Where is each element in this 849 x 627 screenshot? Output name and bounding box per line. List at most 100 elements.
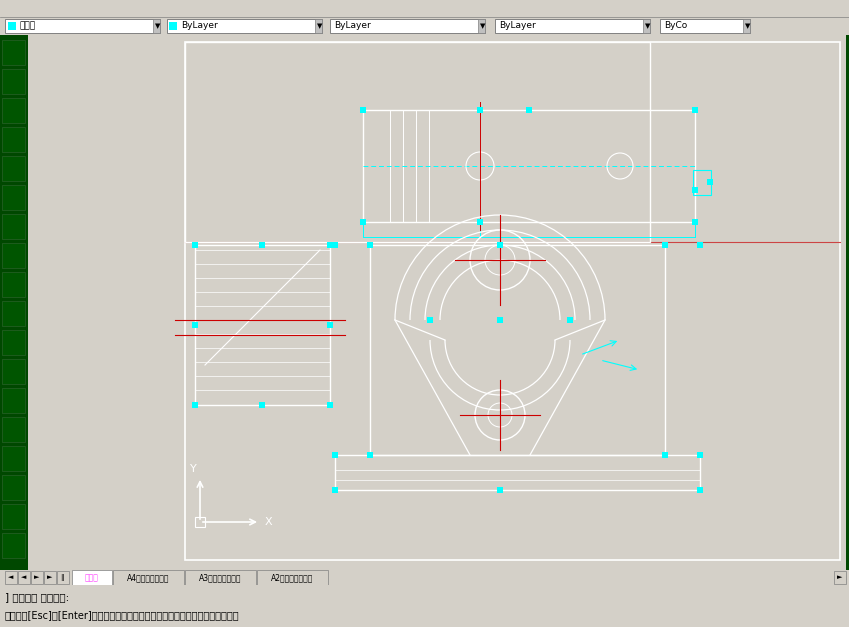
Bar <box>2 69 25 94</box>
Bar <box>2 475 25 500</box>
Text: ▼: ▼ <box>317 23 322 29</box>
Bar <box>643 19 650 33</box>
Bar <box>692 187 698 193</box>
Bar <box>327 242 333 248</box>
Bar <box>2 330 25 355</box>
Bar <box>2 446 25 471</box>
Bar <box>192 242 198 248</box>
Text: ByLayer: ByLayer <box>499 21 536 31</box>
Bar <box>2 301 25 326</box>
Bar <box>2 359 25 384</box>
Bar <box>2 185 25 210</box>
Bar <box>169 22 177 30</box>
Bar <box>360 107 366 113</box>
Text: A4横枞オリジナル: A4横枞オリジナル <box>127 573 170 582</box>
Bar <box>259 402 265 408</box>
Bar <box>192 402 198 408</box>
Text: X: X <box>265 517 273 527</box>
Text: 寸法線: 寸法線 <box>20 21 37 31</box>
Bar <box>743 19 750 33</box>
Bar <box>360 219 366 225</box>
Text: A3横枞オリジナル: A3横枞オリジナル <box>200 573 242 582</box>
Bar <box>427 317 433 323</box>
Bar <box>2 98 25 123</box>
Bar <box>18 571 30 584</box>
Bar <box>662 242 668 248</box>
Text: ByLayer: ByLayer <box>181 21 217 31</box>
Text: ◄: ◄ <box>21 574 26 581</box>
Bar <box>567 317 573 323</box>
Bar <box>153 19 160 33</box>
Text: ByCo: ByCo <box>664 21 687 31</box>
Bar <box>327 322 333 328</box>
Bar <box>0 35 28 570</box>
Bar <box>327 402 333 408</box>
Bar <box>495 19 650 33</box>
Bar <box>2 388 25 413</box>
Bar <box>697 487 703 493</box>
Bar <box>57 571 69 584</box>
Text: ||: || <box>60 574 65 581</box>
Text: ] ＜リアル タイム＞:: ] ＜リアル タイム＞: <box>5 592 70 602</box>
Bar <box>697 242 703 248</box>
Bar <box>697 452 703 458</box>
Bar <box>526 107 532 113</box>
Text: ▼: ▼ <box>480 23 485 29</box>
Bar <box>846 35 849 570</box>
Bar <box>195 517 205 527</box>
Bar <box>2 40 25 65</box>
Text: A2横枞オリジナル: A2横枞オリジナル <box>272 573 313 582</box>
Bar <box>113 570 184 585</box>
Bar <box>8 22 16 30</box>
Bar <box>477 107 483 113</box>
Bar <box>692 107 698 113</box>
Bar <box>370 245 665 455</box>
Bar <box>478 19 485 33</box>
Bar <box>662 452 668 458</box>
Text: ►: ► <box>837 574 843 581</box>
Bar <box>367 242 373 248</box>
Bar <box>367 452 373 458</box>
Bar <box>72 570 112 585</box>
Bar <box>332 487 338 493</box>
Bar <box>5 19 160 33</box>
Bar <box>44 571 56 584</box>
Bar <box>315 19 322 33</box>
Bar <box>707 179 713 185</box>
Bar <box>692 219 698 225</box>
Bar <box>335 455 700 490</box>
Bar <box>660 19 750 33</box>
Bar <box>332 452 338 458</box>
Bar <box>2 214 25 239</box>
Text: Y: Y <box>190 464 197 474</box>
Text: ByLayer: ByLayer <box>334 21 371 31</box>
Bar <box>2 504 25 529</box>
Bar <box>167 19 322 33</box>
Bar <box>185 570 256 585</box>
Text: モデル: モデル <box>85 573 99 582</box>
Bar <box>192 322 198 328</box>
Text: するには[Esc]か[Enter]を押してください、または右クリックでショートカット: するには[Esc]か[Enter]を押してください、または右クリックでショートカ… <box>5 610 239 620</box>
Bar <box>834 571 846 584</box>
Bar <box>259 242 265 248</box>
Bar <box>2 417 25 442</box>
Bar <box>195 245 330 405</box>
Text: ▼: ▼ <box>644 23 649 29</box>
Bar <box>497 242 503 248</box>
Bar <box>2 272 25 297</box>
Bar <box>2 156 25 181</box>
Bar <box>185 42 650 242</box>
Text: ▼: ▼ <box>155 23 160 29</box>
Bar <box>330 19 485 33</box>
Bar <box>2 533 25 558</box>
Text: ▼: ▼ <box>745 23 750 29</box>
Bar <box>2 127 25 152</box>
Bar <box>185 42 840 560</box>
Bar <box>363 110 695 222</box>
Bar <box>2 243 25 268</box>
Text: ◄: ◄ <box>8 574 14 581</box>
Bar <box>497 317 503 323</box>
Bar <box>257 570 328 585</box>
Bar <box>693 170 711 195</box>
Bar <box>332 242 338 248</box>
